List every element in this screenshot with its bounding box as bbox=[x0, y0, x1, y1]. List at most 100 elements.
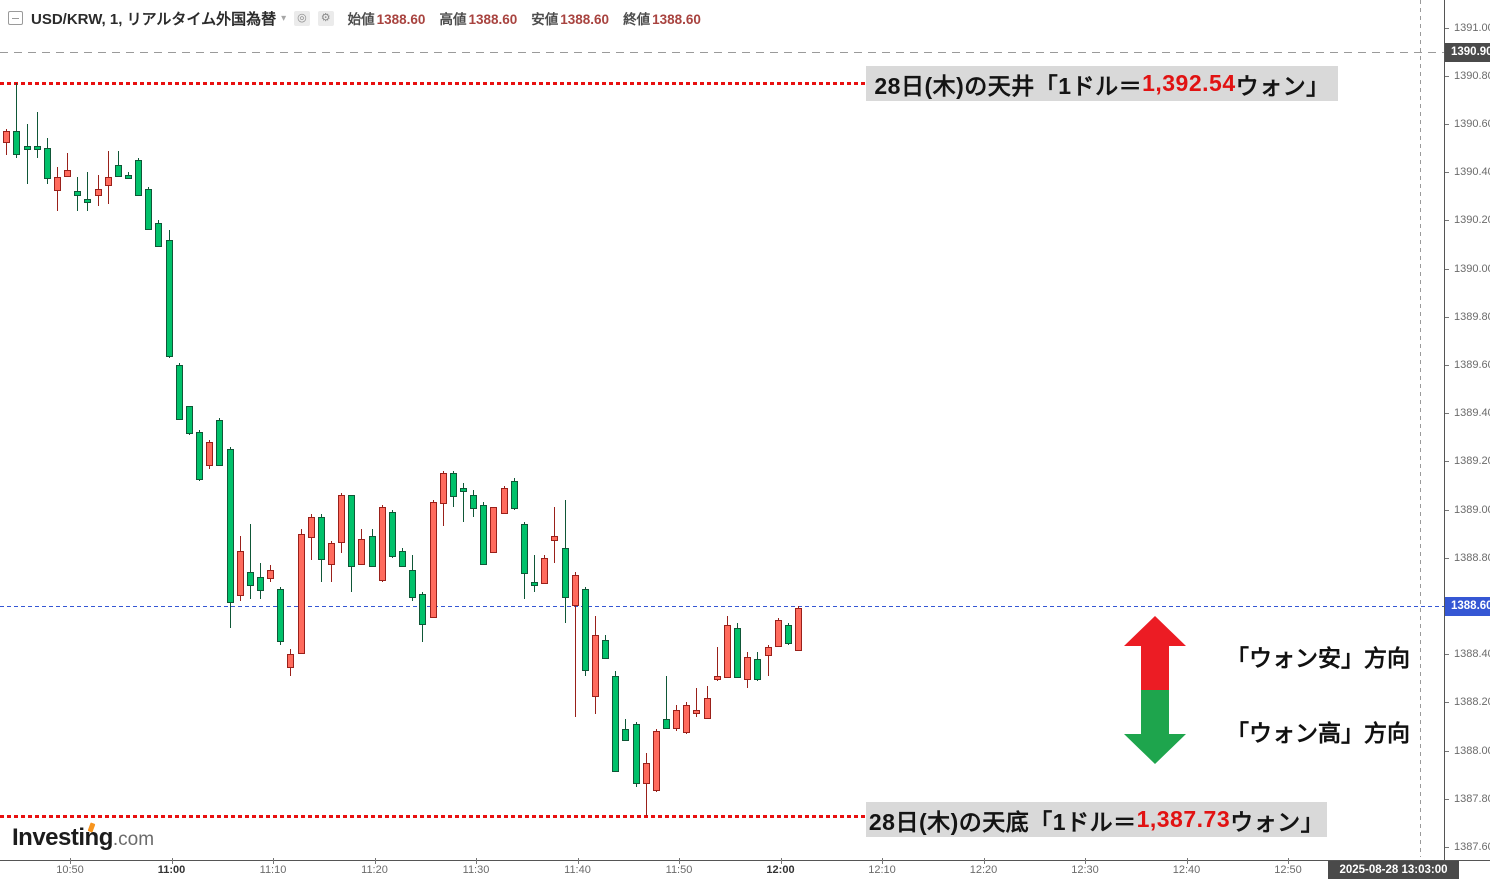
candle-10:59 bbox=[155, 223, 163, 247]
candle-wick bbox=[117, 151, 119, 177]
candle-11:39 bbox=[561, 548, 569, 598]
candle-11:59 bbox=[764, 647, 772, 656]
candle-11:10 bbox=[267, 570, 275, 579]
candle-11:21 bbox=[378, 507, 386, 581]
low-readout: 安値 1388.60 bbox=[531, 12, 610, 27]
candle-wick bbox=[767, 645, 769, 676]
candle-10:57 bbox=[135, 160, 143, 196]
time-tick-mark bbox=[780, 858, 782, 864]
candle-wick bbox=[36, 112, 38, 158]
candle-11:26 bbox=[429, 502, 437, 618]
floor-annotation: 28日(木)の天底「1ドル＝ 1,387.73 ウォン」 bbox=[866, 802, 1327, 837]
ceiling-dotted-line bbox=[0, 82, 866, 85]
candle-wick bbox=[67, 153, 69, 177]
time-tick-label: 12:30 bbox=[1071, 864, 1099, 876]
candlestick-series bbox=[3, 83, 802, 816]
candle-11:30 bbox=[470, 495, 478, 509]
gear-icon[interactable]: ⚙ bbox=[317, 10, 334, 26]
candle-11:42 bbox=[591, 635, 599, 697]
candle-10:53 bbox=[94, 189, 102, 196]
candle-11:16 bbox=[328, 543, 335, 565]
candle-11:55 bbox=[723, 625, 731, 678]
time-axis[interactable]: 10:50 11:00 11:10 11:20 11:30 11:40 11:50 12:00… bbox=[0, 858, 1490, 879]
crosshair-vertical-line bbox=[1420, 0, 1421, 857]
candle-11:14 bbox=[307, 517, 315, 538]
candle-11:13 bbox=[297, 534, 305, 654]
price-tick-label: 1387.80 bbox=[1454, 793, 1490, 805]
price-tick-mark bbox=[1445, 317, 1449, 318]
candle-11:24 bbox=[409, 570, 417, 598]
price-tick-mark bbox=[1445, 124, 1449, 125]
candle-11:22 bbox=[388, 512, 396, 557]
candle-10:54 bbox=[104, 177, 112, 186]
time-tick-mark bbox=[983, 858, 985, 864]
candle-wick bbox=[716, 647, 718, 681]
candle-11:31 bbox=[480, 505, 488, 565]
floor-annotation-prefix: 28日(木)の天底「1ドル＝ bbox=[868, 808, 1137, 835]
price-tick-label: 1388.80 bbox=[1454, 552, 1490, 564]
price-axis[interactable]: 1391.00 1390.80 1390.60 1390.40 1390.20 1390.… bbox=[1444, 0, 1490, 861]
investing-logo-com: .com bbox=[112, 829, 155, 850]
price-tick-label: 1389.80 bbox=[1454, 311, 1490, 323]
candle-11:03 bbox=[196, 432, 203, 480]
snapshot-icon[interactable]: ◎ bbox=[294, 10, 310, 26]
high-readout: 高値 1388.60 bbox=[439, 12, 518, 27]
candle-10:44 bbox=[3, 131, 11, 143]
candle-11:54 bbox=[713, 676, 721, 680]
candle-12:02 bbox=[794, 608, 802, 651]
price-tick-mark bbox=[1445, 269, 1449, 270]
candle-11:27 bbox=[439, 473, 447, 504]
candle-11:51 bbox=[683, 705, 691, 733]
price-tick-mark bbox=[1445, 702, 1449, 703]
candle-wick bbox=[645, 753, 647, 816]
chart-canvas[interactable]: 28日(木)の天井「1ドル＝ 1,392.54 ウォン」 28日(木)の天底「1ドル… bbox=[0, 0, 1444, 860]
price-tick-label: 1389.20 bbox=[1454, 455, 1490, 467]
candle-12:01 bbox=[784, 625, 792, 644]
time-tick-mark bbox=[171, 858, 173, 864]
time-tick-mark bbox=[679, 858, 680, 864]
last-price-tag: 1388.60 bbox=[1445, 597, 1490, 616]
close-readout: 終値 1388.60 bbox=[623, 12, 701, 27]
candle-10:45 bbox=[13, 131, 21, 155]
candle-wick bbox=[666, 676, 667, 729]
candle-11:32 bbox=[490, 507, 498, 553]
time-tick-label: 11:10 bbox=[259, 864, 287, 876]
ceiling-annotation: 28日(木)の天井「1ドル＝ 1,392.54 ウォン」 bbox=[866, 66, 1338, 101]
candle-10:50 bbox=[64, 170, 72, 177]
crosshair-price-tag: 1390.90 bbox=[1445, 43, 1490, 62]
time-tick-mark bbox=[1186, 858, 1188, 864]
price-tick-label: 1390.20 bbox=[1454, 214, 1490, 226]
candle-10:51 bbox=[74, 191, 82, 196]
time-tick-mark bbox=[882, 858, 883, 864]
panel-collapse-icon[interactable] bbox=[8, 11, 23, 25]
candle-11:17 bbox=[338, 495, 346, 543]
candle-wick bbox=[87, 172, 89, 211]
time-tick-label: 12:40 bbox=[1172, 864, 1201, 876]
time-tick-mark bbox=[1288, 858, 1289, 864]
candle-10:56 bbox=[125, 175, 132, 179]
candle-11:07 bbox=[236, 551, 244, 596]
symbol-title[interactable]: USD/KRW, 1, リアルタイム外国為替 bbox=[31, 10, 277, 28]
candle-11:35 bbox=[520, 524, 528, 574]
chevron-down-icon[interactable]: ▾ bbox=[281, 12, 287, 24]
candle-11:08 bbox=[246, 572, 254, 586]
time-tick-label: 12:00 bbox=[766, 864, 795, 876]
floor-annotation-value: 1,387.73 bbox=[1136, 806, 1231, 832]
candle-11:38 bbox=[551, 536, 559, 541]
candle-11:20 bbox=[368, 536, 376, 567]
candle-10:52 bbox=[84, 199, 92, 203]
candle-wick bbox=[696, 688, 698, 717]
candle-11:49 bbox=[663, 719, 670, 729]
time-tick-mark bbox=[577, 858, 579, 864]
won-strong-direction-label: 「ウォン高」方向 bbox=[1226, 720, 1410, 746]
time-tick-label: 12:10 bbox=[868, 864, 896, 876]
time-tick-label: 11:20 bbox=[361, 864, 388, 876]
candle-12:00 bbox=[774, 620, 782, 647]
candle-wick bbox=[554, 507, 556, 563]
down-arrow-icon bbox=[1124, 690, 1186, 764]
ceiling-annotation-value: 1,392.54 bbox=[1142, 70, 1236, 96]
price-tick-mark bbox=[1445, 76, 1449, 77]
candle-11:00 bbox=[165, 240, 173, 357]
time-tick-label: 11:40 bbox=[564, 864, 591, 876]
floor-dotted-line bbox=[0, 815, 866, 818]
